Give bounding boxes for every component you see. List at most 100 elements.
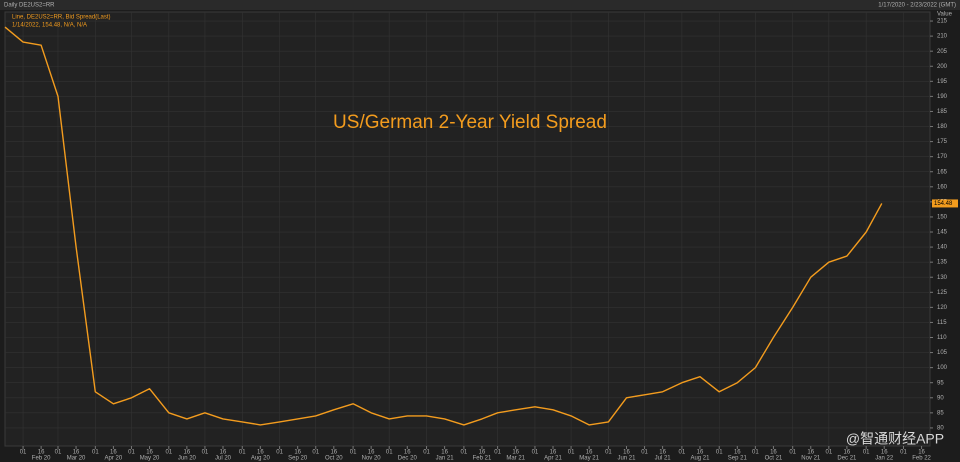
x-tick-label: 01 bbox=[128, 450, 135, 456]
x-tick-label: 16 bbox=[184, 450, 191, 456]
last-value-box bbox=[932, 199, 958, 208]
y-tick-label: 110 bbox=[937, 335, 947, 341]
y-tick-label: 130 bbox=[937, 275, 948, 281]
x-month-label: Nov 21 bbox=[801, 456, 821, 462]
y-tick-label: 150 bbox=[937, 215, 948, 221]
x-month-label: Sep 21 bbox=[728, 456, 748, 462]
x-tick-label: 16 bbox=[697, 450, 704, 456]
y-tick-label: 90 bbox=[937, 395, 944, 401]
x-tick-label: 01 bbox=[568, 450, 575, 456]
y-tick-label: 210 bbox=[937, 34, 948, 40]
line bbox=[4, 26, 883, 426]
x-tick-label: 16 bbox=[441, 450, 448, 456]
y-tick-label: 115 bbox=[937, 320, 947, 326]
x-month-label: May 21 bbox=[579, 456, 599, 462]
x-month-label: Feb 22 bbox=[912, 456, 931, 462]
x-month-label: Jul 20 bbox=[215, 456, 232, 462]
x-month-label: Jun 20 bbox=[178, 456, 197, 462]
x-tick-label: 16 bbox=[404, 450, 411, 456]
x-tick-label: 16 bbox=[807, 450, 814, 456]
y-tick-label: 120 bbox=[937, 305, 948, 311]
x-tick-label: 16 bbox=[330, 450, 337, 456]
x-month-label: Oct 20 bbox=[325, 456, 343, 462]
x-tick-label: 16 bbox=[918, 450, 925, 456]
x-month-label: Mar 21 bbox=[506, 456, 525, 462]
x-month-label: May 20 bbox=[140, 456, 160, 462]
y-tick-label: 180 bbox=[937, 124, 948, 130]
y-tick-label: 165 bbox=[937, 169, 948, 175]
x-month-label: Jul 21 bbox=[655, 456, 672, 462]
x-month-label: Aug 21 bbox=[690, 456, 710, 462]
x-tick-label: 01 bbox=[494, 450, 501, 456]
x-month-label: Feb 21 bbox=[473, 456, 492, 462]
x-tick-label: 01 bbox=[423, 450, 430, 456]
y-tick-label: 190 bbox=[937, 94, 948, 100]
x-tick-label: 01 bbox=[92, 450, 99, 456]
x-tick-label: 16 bbox=[257, 450, 264, 456]
x-tick-label: 16 bbox=[881, 450, 888, 456]
x-tick-label: 01 bbox=[679, 450, 686, 456]
x-tick-label: 01 bbox=[276, 450, 283, 456]
x-month-label: Dec 20 bbox=[398, 456, 418, 462]
y-tick-label: 195 bbox=[937, 79, 948, 85]
x-tick-label: 01 bbox=[605, 450, 612, 456]
header-left: Daily DE2US2=RR bbox=[4, 3, 55, 9]
x-month-label: Jan 21 bbox=[436, 456, 455, 462]
x-tick-label: 16 bbox=[110, 450, 117, 456]
x-tick-label: 16 bbox=[38, 450, 45, 456]
y-tick-label: 85 bbox=[937, 410, 944, 416]
y-tick-label: 125 bbox=[937, 290, 948, 296]
x-tick-label: 01 bbox=[641, 450, 648, 456]
x-tick-label: 16 bbox=[586, 450, 593, 456]
x-tick-label: 16 bbox=[146, 450, 153, 456]
y-tick-label: 105 bbox=[937, 350, 948, 356]
y-tick-label: 170 bbox=[937, 154, 948, 160]
x-month-label: Aug 20 bbox=[251, 456, 271, 462]
y-tick-label: 140 bbox=[937, 245, 948, 251]
x-tick-label: 16 bbox=[844, 450, 851, 456]
x-month-label: Feb 20 bbox=[32, 456, 51, 462]
plot-area bbox=[4, 11, 931, 447]
x-month-label: Mar 20 bbox=[67, 456, 86, 462]
x-tick-label: 16 bbox=[770, 450, 777, 456]
x-month-label: Jun 21 bbox=[617, 456, 636, 462]
x-tick-label: 16 bbox=[734, 450, 741, 456]
x-tick-label: 01 bbox=[752, 450, 759, 456]
x-month-label: Apr 21 bbox=[544, 456, 562, 462]
x-tick-label: 16 bbox=[368, 450, 375, 456]
legend-title: Line, DE2US2=RR, Bid Spread(Last) bbox=[12, 15, 111, 21]
x-tick-label: 01 bbox=[202, 450, 209, 456]
x-tick-label: 01 bbox=[165, 450, 172, 456]
x-tick-label: 01 bbox=[789, 450, 796, 456]
y-tick-label: 205 bbox=[937, 49, 948, 55]
x-tick-label: 16 bbox=[512, 450, 519, 456]
watermark: @智通财经APP bbox=[846, 431, 944, 447]
x-month-label: Dec 21 bbox=[837, 456, 857, 462]
y-tick-label: 200 bbox=[937, 64, 948, 70]
x-month-label: Nov 20 bbox=[362, 456, 382, 462]
x-tick-label: 16 bbox=[550, 450, 557, 456]
header-bar bbox=[0, 0, 960, 10]
x-tick-label: 01 bbox=[825, 450, 832, 456]
x-tick-label: 16 bbox=[220, 450, 227, 456]
x-tick-label: 01 bbox=[716, 450, 723, 456]
y-tick-label: 95 bbox=[937, 380, 944, 386]
header-right: 1/17/2020 - 2/23/2022 (GMT) bbox=[878, 3, 956, 9]
x-tick-label: 01 bbox=[386, 450, 393, 456]
y-tick-label: 80 bbox=[937, 425, 944, 431]
x-tick-label: 01 bbox=[55, 450, 62, 456]
x-tick-label: 01 bbox=[20, 450, 27, 456]
x-tick-label: 01 bbox=[350, 450, 357, 456]
y-tick-label: 145 bbox=[937, 230, 948, 236]
x-month-label: Sep 20 bbox=[288, 456, 308, 462]
x-tick-label: 01 bbox=[900, 450, 907, 456]
y-tick-label: 100 bbox=[937, 365, 948, 371]
last-value-label: 154.48 bbox=[934, 201, 953, 207]
x-tick-label: 16 bbox=[479, 450, 486, 456]
chart-title: US/German 2-Year Yield Spread bbox=[333, 112, 607, 133]
x-tick-label: 01 bbox=[532, 450, 539, 456]
x-tick-label: 01 bbox=[239, 450, 246, 456]
x-tick-label: 16 bbox=[659, 450, 666, 456]
x-month-label: Apr 20 bbox=[105, 456, 123, 462]
